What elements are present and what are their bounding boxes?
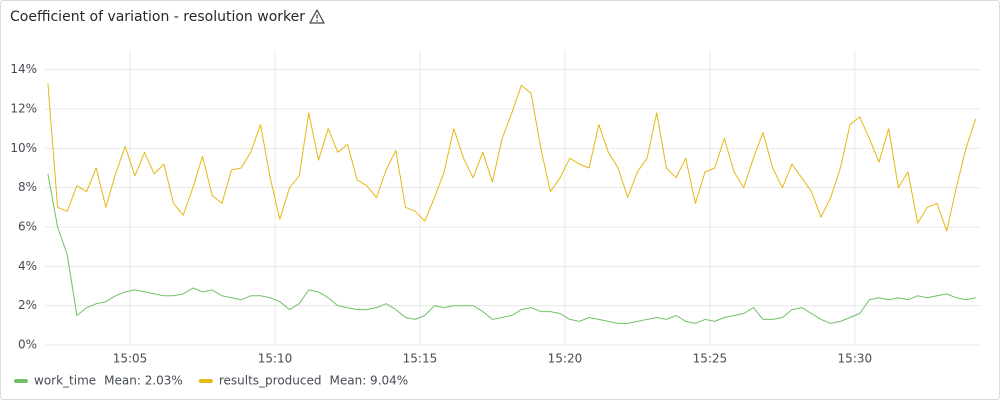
- x-tick-label: 15:15: [403, 352, 438, 366]
- grid: [45, 50, 980, 346]
- legend-swatch: [14, 379, 28, 383]
- legend-stat: Mean: 2.03%: [104, 374, 183, 388]
- x-tick-label: 15:10: [258, 352, 293, 366]
- y-tick-label: 2%: [18, 298, 37, 312]
- legend-swatch: [198, 379, 213, 383]
- legend-label: work_time: [34, 374, 96, 388]
- legend-label: results_produced: [219, 374, 322, 388]
- x-tick-label: 15:25: [693, 352, 728, 366]
- x-tick-label: 15:20: [548, 352, 583, 366]
- y-tick-label: 0%: [18, 338, 37, 352]
- y-tick-label: 10%: [10, 141, 37, 155]
- y-tick-label: 8%: [18, 180, 37, 194]
- y-tick-label: 12%: [10, 102, 37, 116]
- y-tick-label: 4%: [18, 259, 37, 273]
- x-tick-label: 15:05: [113, 352, 148, 366]
- series-line: [47, 83, 977, 232]
- legend-stat: Mean: 9.04%: [330, 374, 409, 388]
- x-tick-label: 15:30: [838, 352, 873, 366]
- warning-icon[interactable]: [309, 9, 325, 24]
- y-tick-label: 6%: [18, 220, 37, 234]
- y-tick-label: 14%: [10, 62, 37, 76]
- series-line: [47, 173, 976, 324]
- chart-title: Coefficient of variation - resolution wo…: [10, 9, 305, 25]
